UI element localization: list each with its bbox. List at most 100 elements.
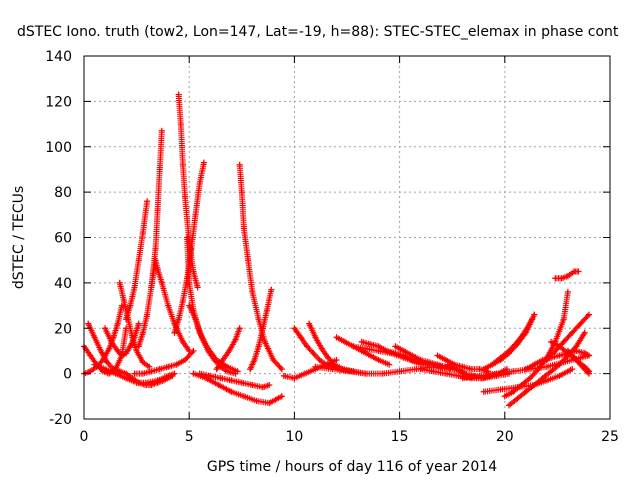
data-series	[236, 161, 285, 373]
data-point	[156, 166, 163, 173]
y-tick-label: -20	[49, 412, 72, 428]
data-point	[91, 334, 98, 341]
data-point	[392, 343, 399, 350]
data-point	[318, 345, 325, 352]
chart-title: dSTEC Iono. truth (tow2, Lon=147, Lat=-1…	[17, 24, 619, 40]
data-point	[581, 350, 588, 357]
data-point	[564, 273, 571, 280]
data-point	[102, 325, 109, 332]
data-point	[253, 397, 260, 404]
data-point	[171, 329, 178, 336]
data-point	[350, 343, 357, 350]
data-series	[186, 302, 239, 377]
data-point	[112, 370, 119, 377]
data-point	[135, 257, 142, 264]
data-point	[514, 395, 521, 402]
data-point	[160, 377, 167, 384]
data-point	[417, 366, 424, 373]
data-point	[581, 366, 588, 373]
data-point	[522, 327, 529, 334]
data-point	[245, 257, 252, 264]
data-point	[444, 361, 451, 368]
data-point	[268, 286, 275, 293]
axes: 0 5 10 15 20 25 -20 0 20 40 60 80 100 120 140	[45, 49, 619, 445]
data-point	[131, 370, 138, 377]
data-point	[409, 352, 416, 359]
data-point	[236, 161, 243, 168]
data-point	[497, 386, 504, 393]
data-point	[175, 316, 182, 323]
data-point	[358, 338, 365, 345]
data-point	[259, 384, 266, 391]
data-point	[341, 338, 348, 345]
data-point	[154, 266, 161, 273]
data-point	[316, 357, 323, 364]
data-point	[135, 320, 142, 327]
data-point	[480, 366, 487, 373]
data-point	[430, 368, 437, 375]
data-point	[186, 279, 193, 286]
data-point	[527, 375, 534, 382]
data-point	[139, 359, 146, 366]
y-tick-label: 80	[54, 185, 72, 201]
data-point	[123, 350, 130, 357]
data-point	[312, 363, 319, 370]
data-point	[142, 381, 149, 388]
data-point	[127, 343, 134, 350]
data-point	[217, 375, 224, 382]
data-point	[192, 211, 199, 218]
data-point	[154, 379, 161, 386]
data-point	[158, 279, 165, 286]
data-point	[375, 357, 382, 364]
data-point	[270, 357, 277, 364]
data-point	[569, 366, 576, 373]
data-point	[135, 379, 142, 386]
y-tick-label: 60	[54, 231, 72, 247]
data-series	[196, 370, 273, 391]
data-point	[150, 270, 157, 277]
data-point	[556, 352, 563, 359]
x-tick-label: 20	[496, 429, 514, 445]
x-tick-label: 0	[80, 429, 89, 445]
data-point	[198, 334, 205, 341]
data-point	[179, 338, 186, 345]
data-point	[333, 334, 340, 341]
data-point	[148, 368, 155, 375]
data-point	[301, 370, 308, 377]
data-point	[118, 352, 125, 359]
data-point	[468, 366, 475, 373]
data-point	[278, 393, 285, 400]
plot-data	[81, 91, 592, 409]
data-point	[552, 347, 559, 354]
data-point	[110, 334, 117, 341]
data-point	[148, 381, 155, 388]
data-point	[497, 354, 504, 361]
data-point	[255, 316, 262, 323]
data-point	[251, 357, 258, 364]
data-series	[190, 370, 285, 407]
data-point	[264, 307, 271, 314]
data-point	[459, 375, 466, 382]
data-point	[575, 268, 582, 275]
data-point	[139, 370, 146, 377]
data-point	[564, 347, 571, 354]
data-point	[453, 366, 460, 373]
data-point	[247, 366, 254, 373]
data-point	[375, 343, 382, 350]
data-point	[278, 366, 285, 373]
data-point	[577, 320, 584, 327]
data-point	[129, 334, 136, 341]
data-point	[333, 357, 340, 364]
data-point	[238, 189, 245, 196]
data-point	[139, 329, 146, 336]
data-point	[266, 400, 273, 407]
data-point	[194, 284, 201, 291]
data-point	[455, 372, 462, 379]
data-point	[367, 352, 374, 359]
data-series	[543, 311, 592, 364]
data-point	[297, 334, 304, 341]
data-series	[213, 325, 243, 373]
data-point	[489, 361, 496, 368]
